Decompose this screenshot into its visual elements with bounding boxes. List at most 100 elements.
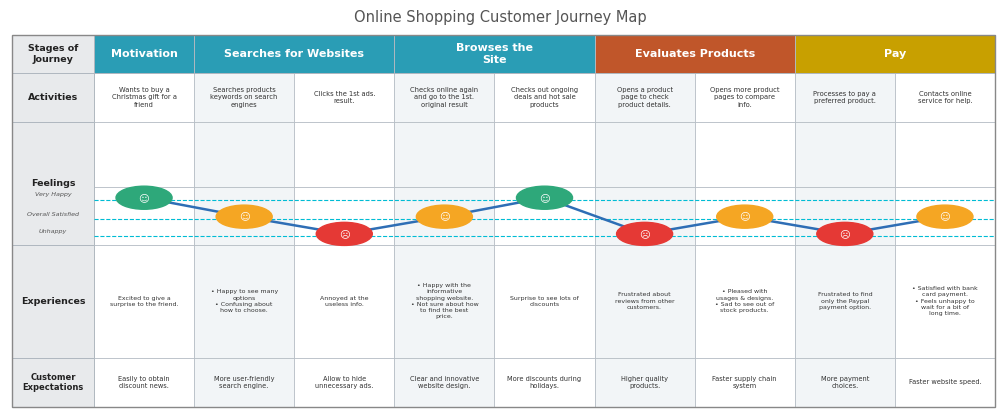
Text: Browses the
Site: Browses the Site [456, 43, 533, 65]
FancyBboxPatch shape [494, 187, 595, 245]
FancyBboxPatch shape [94, 35, 194, 73]
Text: Surprise to see lots of
discounts: Surprise to see lots of discounts [510, 295, 579, 307]
Circle shape [316, 222, 372, 246]
FancyBboxPatch shape [294, 187, 394, 245]
Text: ☹: ☹ [639, 229, 650, 239]
Text: Motivation: Motivation [111, 49, 177, 59]
Text: Frustrated about
reviews from other
customers.: Frustrated about reviews from other cust… [615, 293, 674, 310]
FancyBboxPatch shape [94, 122, 194, 187]
Text: Pay: Pay [884, 49, 906, 59]
FancyBboxPatch shape [12, 245, 94, 358]
FancyBboxPatch shape [12, 73, 94, 122]
FancyBboxPatch shape [795, 35, 995, 73]
Circle shape [917, 205, 973, 228]
FancyBboxPatch shape [94, 187, 194, 245]
Text: Higher quality
products.: Higher quality products. [621, 376, 668, 389]
Text: ☺: ☺ [539, 193, 550, 203]
Text: • Satisfied with bank
card payment.
• Feels unhappy to
wait for a bit of
long ti: • Satisfied with bank card payment. • Fe… [912, 286, 978, 316]
Text: Online Shopping Customer Journey Map: Online Shopping Customer Journey Map [354, 10, 646, 25]
FancyBboxPatch shape [695, 245, 795, 358]
FancyBboxPatch shape [494, 358, 595, 407]
Text: Contacts online
service for help.: Contacts online service for help. [918, 91, 972, 104]
Text: ☹: ☹ [839, 229, 850, 239]
Text: ☹: ☹ [339, 229, 350, 239]
FancyBboxPatch shape [494, 73, 595, 122]
Text: ☺: ☺ [139, 193, 149, 203]
FancyBboxPatch shape [494, 122, 595, 187]
Text: More user-friendly
search engine.: More user-friendly search engine. [214, 376, 274, 389]
Text: • Happy to see many
options
• Confusing about
how to choose.: • Happy to see many options • Confusing … [211, 289, 278, 313]
FancyBboxPatch shape [695, 122, 795, 187]
FancyBboxPatch shape [12, 122, 94, 245]
FancyBboxPatch shape [94, 358, 194, 407]
Circle shape [416, 205, 472, 228]
FancyBboxPatch shape [12, 35, 94, 73]
Text: Frustrated to find
only the Paypal
payment option.: Frustrated to find only the Paypal payme… [818, 293, 872, 310]
Circle shape [116, 186, 172, 209]
FancyBboxPatch shape [595, 187, 695, 245]
FancyBboxPatch shape [494, 245, 595, 358]
Text: Annoyed at the
useless info.: Annoyed at the useless info. [320, 295, 369, 307]
Text: Processes to pay a
preferred product.: Processes to pay a preferred product. [813, 91, 876, 104]
FancyBboxPatch shape [394, 122, 494, 187]
FancyBboxPatch shape [695, 73, 795, 122]
FancyBboxPatch shape [895, 187, 995, 245]
FancyBboxPatch shape [795, 122, 895, 187]
FancyBboxPatch shape [394, 35, 595, 73]
FancyBboxPatch shape [294, 358, 394, 407]
Text: Very Happy: Very Happy [35, 192, 71, 197]
FancyBboxPatch shape [595, 35, 795, 73]
Text: More discounts during
holidays.: More discounts during holidays. [507, 376, 582, 389]
Text: Checks out ongoing
deals and hot sale
products: Checks out ongoing deals and hot sale pr… [511, 87, 578, 108]
Text: Unhappy: Unhappy [39, 229, 67, 234]
Circle shape [516, 186, 573, 209]
Text: Stages of
Journey: Stages of Journey [28, 44, 78, 63]
Text: Activities: Activities [28, 93, 78, 102]
FancyBboxPatch shape [595, 245, 695, 358]
Circle shape [216, 205, 272, 228]
Text: • Pleased with
usages & designs.
• Sad to see out of
stock products.: • Pleased with usages & designs. • Sad t… [715, 289, 774, 313]
Text: More payment
choices.: More payment choices. [821, 376, 869, 389]
Circle shape [617, 222, 673, 246]
FancyBboxPatch shape [294, 122, 394, 187]
FancyBboxPatch shape [595, 73, 695, 122]
FancyBboxPatch shape [194, 245, 294, 358]
Text: Opens more product
pages to compare
info.: Opens more product pages to compare info… [710, 87, 779, 108]
Text: ☺: ☺ [739, 212, 750, 222]
Text: Excited to give a
surprise to the friend.: Excited to give a surprise to the friend… [110, 295, 178, 307]
FancyBboxPatch shape [394, 358, 494, 407]
FancyBboxPatch shape [695, 358, 795, 407]
FancyBboxPatch shape [12, 358, 94, 407]
Text: Clear and innovative
website design.: Clear and innovative website design. [410, 376, 479, 389]
FancyBboxPatch shape [94, 73, 194, 122]
FancyBboxPatch shape [294, 73, 394, 122]
Text: Experiences: Experiences [21, 297, 85, 306]
FancyBboxPatch shape [194, 187, 294, 245]
Text: Opens a product
page to check
product details.: Opens a product page to check product de… [617, 87, 673, 108]
FancyBboxPatch shape [795, 245, 895, 358]
FancyBboxPatch shape [394, 73, 494, 122]
Text: Searches for Websites: Searches for Websites [224, 49, 364, 59]
FancyBboxPatch shape [194, 122, 294, 187]
FancyBboxPatch shape [194, 35, 394, 73]
Text: ☺: ☺ [439, 212, 450, 222]
FancyBboxPatch shape [795, 73, 895, 122]
FancyBboxPatch shape [595, 358, 695, 407]
Text: Overall Satisfied: Overall Satisfied [27, 212, 79, 217]
Text: Faster website speed.: Faster website speed. [909, 379, 981, 385]
FancyBboxPatch shape [795, 358, 895, 407]
FancyBboxPatch shape [895, 122, 995, 187]
Text: Easily to obtain
discount news.: Easily to obtain discount news. [118, 376, 170, 389]
Text: Checks online again
and go to the 1st.
original result: Checks online again and go to the 1st. o… [410, 87, 478, 108]
Text: ☺: ☺ [940, 212, 950, 222]
Circle shape [717, 205, 773, 228]
Text: Feelings: Feelings [31, 179, 75, 188]
Text: • Happy with the
informative
shopping website.
• Not sure about how
to find the : • Happy with the informative shopping we… [411, 283, 478, 319]
FancyBboxPatch shape [294, 245, 394, 358]
Text: ☺: ☺ [239, 212, 250, 222]
Text: Searches products
keywords on search
engines: Searches products keywords on search eng… [210, 87, 278, 108]
Text: Allow to hide
unnecessary ads.: Allow to hide unnecessary ads. [315, 376, 373, 389]
FancyBboxPatch shape [595, 122, 695, 187]
FancyBboxPatch shape [895, 245, 995, 358]
Text: Wants to buy a
Christmas gift for a
friend: Wants to buy a Christmas gift for a frie… [112, 87, 177, 108]
